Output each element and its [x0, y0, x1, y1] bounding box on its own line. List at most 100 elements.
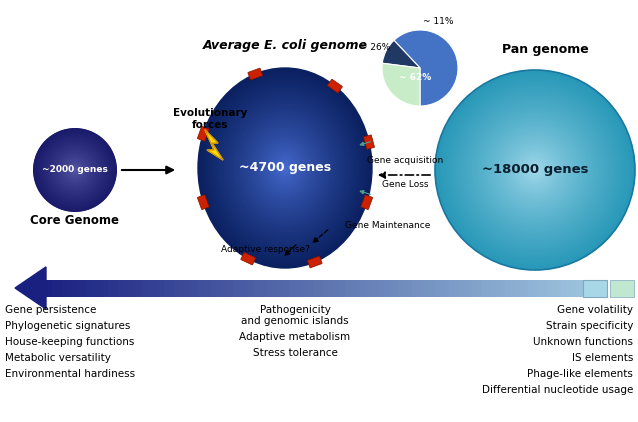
Ellipse shape — [209, 81, 361, 255]
Bar — [547, 279, 553, 297]
Bar — [165, 279, 170, 297]
Bar — [496, 279, 501, 297]
Ellipse shape — [245, 122, 325, 214]
Text: ~4700 genes: ~4700 genes — [239, 162, 331, 175]
Bar — [426, 279, 431, 297]
Bar — [491, 279, 496, 297]
Circle shape — [46, 141, 104, 199]
Text: Gene Loss: Gene Loss — [382, 180, 428, 189]
Circle shape — [33, 128, 117, 212]
Circle shape — [57, 152, 93, 187]
Text: Adaptive metabolism: Adaptive metabolism — [239, 332, 350, 342]
Circle shape — [514, 149, 557, 192]
Circle shape — [52, 147, 98, 193]
Circle shape — [59, 154, 91, 186]
Ellipse shape — [228, 103, 341, 233]
Circle shape — [517, 152, 553, 187]
Ellipse shape — [243, 120, 327, 216]
Bar — [538, 279, 544, 297]
Bar — [431, 279, 436, 297]
Circle shape — [56, 150, 94, 189]
Ellipse shape — [269, 150, 301, 187]
Ellipse shape — [238, 114, 332, 222]
Bar — [355, 279, 361, 297]
Circle shape — [66, 160, 84, 179]
Circle shape — [463, 97, 607, 243]
Circle shape — [42, 137, 108, 203]
Ellipse shape — [271, 152, 299, 184]
Bar — [57, 279, 63, 297]
Ellipse shape — [248, 125, 322, 211]
Circle shape — [533, 168, 537, 172]
Bar — [197, 279, 203, 297]
FancyBboxPatch shape — [361, 195, 373, 210]
Bar — [458, 279, 464, 297]
Circle shape — [59, 154, 91, 187]
Circle shape — [510, 145, 560, 195]
Circle shape — [34, 129, 116, 211]
Text: ~ 11%: ~ 11% — [423, 17, 453, 26]
Circle shape — [47, 141, 104, 199]
Ellipse shape — [256, 135, 313, 200]
Ellipse shape — [282, 165, 288, 171]
Circle shape — [41, 136, 108, 203]
Wedge shape — [382, 63, 420, 106]
Ellipse shape — [202, 73, 367, 263]
FancyBboxPatch shape — [248, 68, 263, 80]
Circle shape — [69, 164, 81, 176]
Circle shape — [523, 157, 547, 182]
Circle shape — [493, 128, 577, 212]
Circle shape — [436, 72, 634, 268]
Ellipse shape — [202, 72, 368, 264]
Ellipse shape — [246, 123, 324, 213]
Ellipse shape — [210, 81, 360, 254]
FancyBboxPatch shape — [197, 127, 209, 141]
Circle shape — [63, 157, 87, 183]
Bar — [514, 279, 520, 297]
Circle shape — [471, 107, 598, 233]
FancyBboxPatch shape — [197, 195, 209, 210]
Bar — [589, 279, 595, 297]
Bar — [556, 279, 562, 297]
Circle shape — [65, 160, 85, 180]
Ellipse shape — [203, 74, 367, 262]
Ellipse shape — [248, 124, 323, 211]
Circle shape — [447, 82, 623, 257]
Bar — [174, 279, 179, 297]
Bar — [444, 279, 450, 297]
Ellipse shape — [266, 146, 304, 189]
Circle shape — [498, 133, 572, 207]
Circle shape — [475, 110, 595, 230]
Text: Pathogenicity: Pathogenicity — [260, 305, 330, 315]
Circle shape — [54, 148, 97, 192]
Bar — [403, 279, 408, 297]
Circle shape — [68, 162, 82, 177]
Text: Gene persistence: Gene persistence — [5, 305, 96, 315]
Ellipse shape — [264, 144, 306, 192]
Bar — [449, 279, 455, 297]
Ellipse shape — [253, 130, 318, 206]
Ellipse shape — [255, 133, 315, 203]
Circle shape — [70, 165, 80, 175]
Bar — [407, 279, 413, 297]
Circle shape — [45, 140, 105, 200]
Circle shape — [454, 89, 616, 251]
Ellipse shape — [221, 95, 349, 241]
Bar — [220, 279, 226, 297]
Circle shape — [461, 96, 609, 244]
Circle shape — [438, 73, 632, 267]
Ellipse shape — [267, 148, 302, 188]
Circle shape — [37, 132, 113, 208]
Circle shape — [498, 133, 572, 208]
Ellipse shape — [237, 113, 333, 223]
Ellipse shape — [214, 87, 355, 249]
Circle shape — [516, 151, 554, 189]
Ellipse shape — [219, 92, 351, 244]
Bar — [43, 279, 48, 297]
Bar — [183, 279, 189, 297]
Text: Average E. coli genome: Average E. coli genome — [202, 39, 367, 52]
Bar — [318, 279, 324, 297]
Circle shape — [501, 137, 568, 203]
Bar — [342, 279, 347, 297]
Circle shape — [520, 155, 550, 185]
